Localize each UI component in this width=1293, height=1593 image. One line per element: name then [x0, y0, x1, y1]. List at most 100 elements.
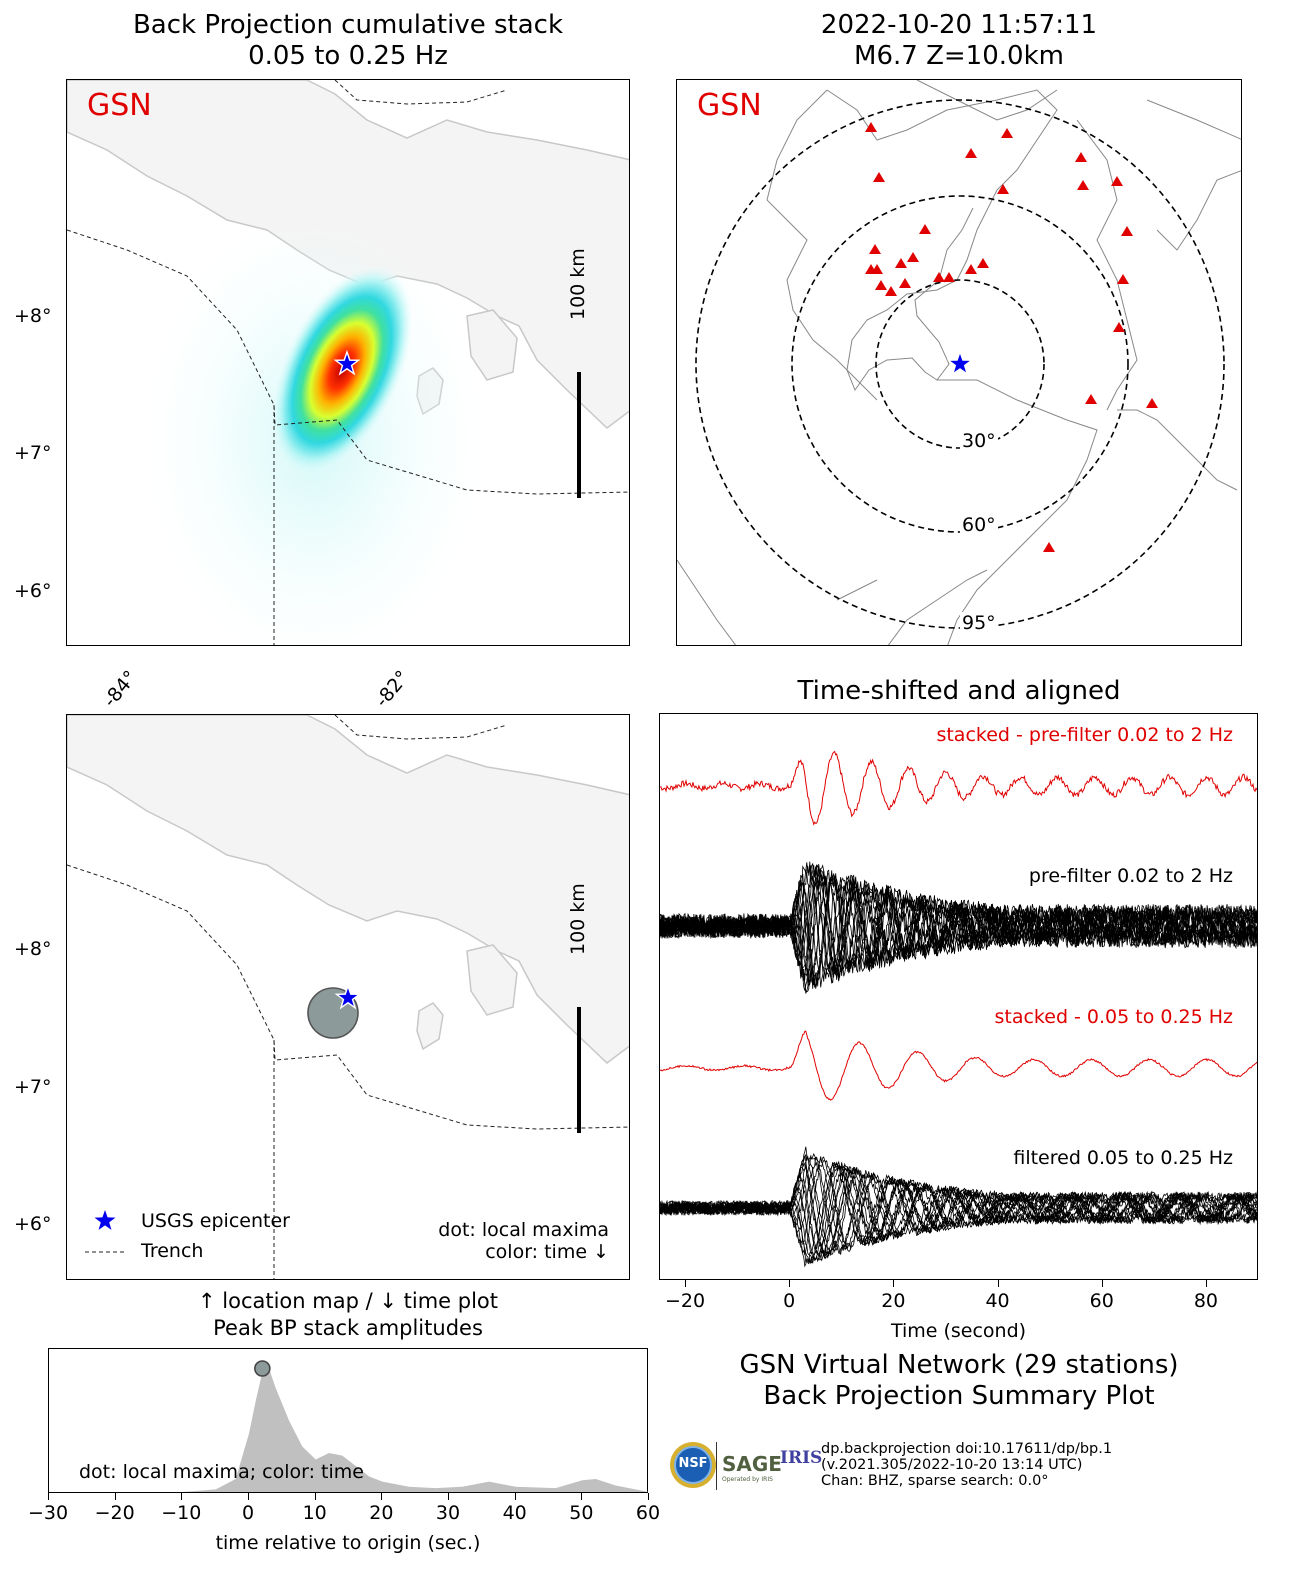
amplitude-tick-label: 50 [569, 1502, 594, 1524]
trench-line-top [334, 715, 508, 740]
waveform-tick-mark [893, 1280, 895, 1287]
station [997, 184, 1009, 194]
station-network-label: GSN [697, 88, 762, 123]
amplitude-tick-mark [448, 1493, 449, 1500]
bp-scale-label: 100 km [567, 248, 589, 320]
trench-line [67, 229, 629, 495]
station [869, 244, 881, 254]
waveform-tick-mark [1101, 1280, 1103, 1287]
amplitude-tick-label: −10 [161, 1502, 202, 1524]
amplitude-maxima-dot [254, 1360, 271, 1377]
amplitude-tick-label: 30 [435, 1502, 461, 1524]
waveform-tick-mark [997, 1280, 999, 1287]
loc-lat-tick-8: +8° [14, 938, 52, 960]
waveform-title: Time-shifted and aligned [797, 676, 1121, 706]
amplitude-tick-label: 0 [241, 1502, 255, 1524]
station [977, 258, 989, 268]
footer-info: dp.backprojection doi:10.17611/dp/bp.1 (… [821, 1441, 1112, 1489]
station [1117, 274, 1129, 284]
station [1077, 180, 1089, 190]
amplitude-xlabel: time relative to origin (sec.) [215, 1532, 481, 1554]
amplitude-tick-label: −30 [27, 1502, 69, 1524]
amplitude-panel: dot: local maxima; color: time [48, 1348, 649, 1493]
station [1121, 226, 1133, 236]
nsf-logo-text: NSF [678, 1456, 708, 1471]
bp-map-panel: GSN 100 km [66, 79, 630, 646]
trace-label-stacked-prefilter: stacked - pre-filter 0.02 to 2 Hz [936, 724, 1233, 746]
island-coiba [416, 1002, 444, 1051]
nsf-logo: NSF [668, 1440, 718, 1490]
footer-line2: (v.2021.305/2022-10-20 13:14 UTC) [821, 1457, 1083, 1473]
event-magnitude: M6.7 Z=10.0km [854, 41, 1064, 71]
ring-label-95: 95° [960, 612, 998, 634]
amplitude-tick-mark [48, 1493, 49, 1500]
station [1113, 322, 1125, 332]
prefilter-trace [660, 864, 1257, 984]
waveform-tick-label: 40 [985, 1290, 1010, 1312]
waveform-xlabel: Time (second) [890, 1320, 1027, 1342]
bp-lon-tick-82: -82° [370, 666, 414, 712]
station-title: 2022-10-20 11:57:11 M6.7 Z=10.0km [676, 10, 1242, 72]
station [1075, 152, 1087, 162]
station [965, 148, 977, 158]
bp-title: Back Projection cumulative stack 0.05 to… [60, 10, 636, 72]
station [865, 122, 877, 132]
station [1111, 176, 1123, 186]
trace-label-stacked-filtered: stacked - 0.05 to 0.25 Hz [994, 1006, 1233, 1028]
waveform-tick-label: −20 [664, 1290, 706, 1312]
amplitude-caption-line1: ↑ location map / ↓ time plot [198, 1289, 498, 1313]
location-map-panel: 100 km USGS epicenter Trench dot: local … [66, 714, 630, 1280]
amplitude-tick-label: 40 [502, 1502, 527, 1524]
station-map-panel: GSN 30° 60° 95° [676, 79, 1242, 646]
amplitude-note: dot: local maxima; color: time [79, 1461, 364, 1483]
bp-lon-tick-84: -84° [98, 666, 142, 712]
location-note-line1: dot: local maxima [438, 1219, 609, 1241]
continent-outlines [677, 80, 1241, 645]
stacked-filtered-trace [660, 1030, 1257, 1101]
prefilter-trace [660, 864, 1257, 984]
waveform-tick-mark [789, 1280, 791, 1287]
amplitude-tick-mark [581, 1493, 583, 1500]
station [965, 264, 977, 274]
filtered-trace [660, 1166, 1257, 1259]
event-time: 2022-10-20 11:57:11 [820, 10, 1098, 40]
station [885, 286, 897, 296]
amplitude-tick-mark [514, 1493, 516, 1500]
waveform-svg [660, 750, 1257, 1268]
amplitude-tick-label: 60 [635, 1502, 661, 1524]
amplitude-tick-mark [381, 1493, 383, 1500]
waveform-tick-label: 0 [783, 1290, 796, 1312]
bp-title-line2: 0.05 to 0.25 Hz [248, 41, 448, 71]
amplitude-tick-mark [314, 1493, 316, 1500]
amplitude-area [49, 1368, 649, 1492]
loc-lat-tick-7: +7° [14, 1076, 52, 1098]
prefilter-trace [660, 870, 1257, 993]
bp-lat-tick-8: +8° [14, 305, 52, 327]
waveform-tick-label: 80 [1193, 1290, 1218, 1312]
trace-label-prefilter: pre-filter 0.02 to 2 Hz [1028, 865, 1233, 887]
waveform-tick-label: 20 [881, 1290, 906, 1312]
station [899, 278, 911, 288]
bp-lat-tick-7: +7° [14, 442, 52, 464]
summary-line1: GSN Virtual Network (29 stations) [739, 1350, 1179, 1380]
summary-line2: Back Projection Summary Plot [763, 1381, 1155, 1411]
epicenter-star [334, 983, 362, 1010]
bp-map-svg [67, 80, 629, 645]
filtered-trace [660, 1161, 1257, 1264]
location-note-line2: color: time ↓ [485, 1241, 609, 1263]
station [895, 258, 907, 268]
waveform-tick-label: 60 [1089, 1290, 1114, 1312]
station [919, 224, 931, 234]
filtered-trace [660, 1162, 1257, 1263]
land-mass [67, 715, 629, 1064]
bp-lat-tick-6: +6° [14, 580, 52, 602]
amplitude-svg [49, 1360, 649, 1492]
station [1043, 542, 1055, 552]
trench-line [67, 864, 629, 1130]
waveform-tick-mark [1205, 1280, 1207, 1287]
peninsula-azuero [466, 944, 518, 1016]
waveform-tick-mark [685, 1280, 687, 1287]
epicenter-star [333, 349, 361, 376]
station-map-svg [677, 80, 1241, 645]
summary-title: GSN Virtual Network (29 stations) Back P… [660, 1350, 1258, 1412]
